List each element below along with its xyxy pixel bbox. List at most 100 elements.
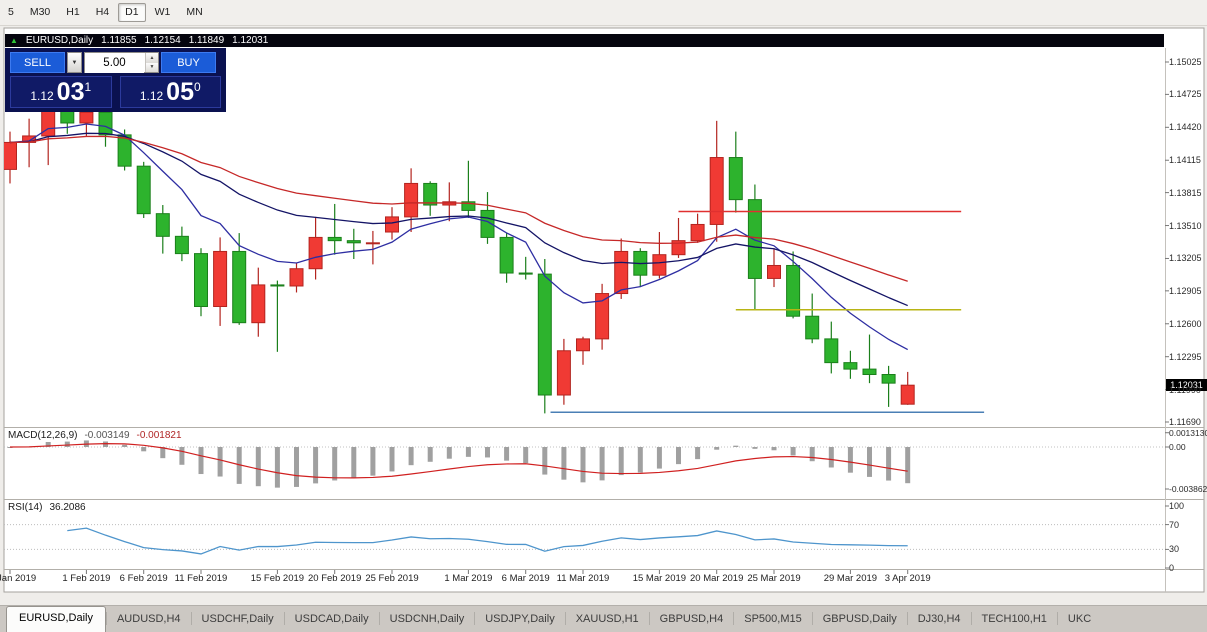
timeframe-toolbar: 5 M30 H1 H4 D1 W1 MN: [0, 0, 1207, 26]
hlines-layer: [550, 210, 985, 414]
one-click-trading-panel: SELL ▼ ▲ ▼ BUY 1.12 03 1 1.12 05: [5, 48, 226, 112]
axis-ticks: [9, 61, 1169, 574]
rsi-axis-label: 30: [1169, 544, 1180, 555]
volume-input[interactable]: [85, 53, 144, 73]
time-axis-label: 1 Mar 2019: [444, 573, 493, 584]
time-axis-label: 6 Feb 2019: [119, 573, 168, 584]
rsi-axis-label: 0: [1169, 563, 1175, 573]
trade-controls-row: SELL ▼ ▲ ▼ BUY: [10, 52, 216, 73]
timeframe-button-mn[interactable]: MN: [186, 6, 203, 19]
up-arrow-icon: ▲: [10, 35, 18, 45]
buy-button[interactable]: BUY: [161, 52, 216, 73]
time-axis-label: 6 Mar 2019: [501, 573, 550, 584]
macd-axis-label: 0.0013130: [1169, 427, 1207, 438]
time-axis-label: 20 Mar 2019: [690, 573, 744, 584]
chevron-down-icon: ▼: [71, 59, 78, 66]
moving-averages-layer: [9, 123, 909, 351]
macd-axis-label: 0.00: [1169, 442, 1186, 452]
timeframe-button-d1[interactable]: D1: [118, 3, 146, 22]
volume-spinner: ▲ ▼: [145, 53, 158, 72]
chart-tab-usdchf-daily[interactable]: USDCHF,Daily: [201, 613, 274, 625]
macd-axis-label: -0.0038620: [1169, 483, 1207, 494]
tab-separator: [190, 612, 192, 625]
tab-separator: [564, 612, 566, 625]
chart-tab-usdcad-daily[interactable]: USDCAD,Daily: [294, 613, 369, 625]
current-price-badge: 1.12031: [1166, 379, 1207, 392]
price-axis-label: 1.14115: [1169, 155, 1201, 166]
time-axis-label: 15 Mar 2019: [632, 573, 687, 584]
time-axis-label: 15 Feb 2019: [250, 573, 305, 584]
price-axis-label: 1.12295: [1169, 351, 1202, 362]
ohlc-low: 1.11849: [188, 35, 225, 46]
chart-tab-tech100-h1[interactable]: TECH100,H1: [981, 613, 1047, 625]
time-axis-label: 25 Mar 2019: [747, 573, 801, 584]
chart-tab-eurusd-daily[interactable]: EURUSD,Daily: [6, 606, 106, 632]
ask-prefix: 1.12: [139, 88, 164, 103]
time-axis-label: 1 Feb 2019: [62, 573, 111, 584]
macd-panel-header: MACD(12,26,9) -0.003149 -0.001821: [8, 430, 182, 441]
sell-button[interactable]: SELL: [10, 52, 65, 73]
time-axis-label: 11 Feb 2019: [174, 573, 228, 584]
tab-separator: [1056, 612, 1058, 625]
macd-title: MACD(12,26,9): [8, 430, 78, 441]
chart-tab-usdjpy-daily[interactable]: USDJPY,Daily: [485, 613, 555, 625]
time-axis-label: 11 Mar 2019: [556, 573, 610, 584]
ohlc-open: 1.11855: [101, 35, 137, 46]
timeframe-button-h1[interactable]: H1: [66, 6, 80, 19]
price-axis-label: 1.13815: [1169, 187, 1202, 198]
ask-pip-sup: 0: [193, 80, 201, 94]
tab-separator: [378, 612, 380, 625]
timeframe-button-m30[interactable]: M30: [29, 6, 51, 19]
bid-ask-row: 1.12 03 1 1.12 05 0: [10, 76, 221, 108]
tab-separator: [970, 612, 972, 625]
chart-tabs-bar: EURUSD,Daily AUDUSD,H4 USDCHF,Daily USDCAD,…: [0, 605, 1207, 632]
volume-field-wrap: ▲ ▼: [84, 52, 159, 73]
chart-tab-gbpusd-h4[interactable]: GBPUSD,H4: [659, 613, 724, 625]
time-axis-label: 28 Jan 2019: [0, 573, 37, 584]
rsi-value: 36.2086: [49, 502, 86, 513]
spinner-down-icon[interactable]: ▼: [146, 62, 158, 72]
price-axis-label: 1.14725: [1169, 89, 1202, 100]
spinner-up-icon[interactable]: ▲: [146, 53, 158, 63]
time-axis-label: 29 Mar 2019: [823, 573, 878, 584]
timeframe-button-w1[interactable]: W1: [154, 6, 171, 19]
price-axis-label: 1.14420: [1169, 122, 1202, 133]
time-axis-label: 3 Apr 2019: [884, 573, 931, 584]
volume-dropdown-button[interactable]: ▼: [67, 52, 82, 73]
ask-price-display: 1.12 05 0: [119, 76, 221, 108]
tab-separator: [733, 612, 735, 625]
chart-tab-ukc[interactable]: UKC: [1067, 613, 1092, 625]
rsi-axis-label: 100: [1169, 501, 1185, 511]
tab-separator: [105, 612, 107, 625]
macd-layer: [4, 440, 1165, 488]
timeframe-button-h4[interactable]: H4: [95, 6, 110, 19]
rsi-title: RSI(14): [8, 502, 43, 513]
ask-big-digits: 05: [166, 77, 194, 106]
tab-separator: [906, 612, 908, 625]
price-axis-label: 1.15025: [1169, 57, 1202, 67]
timeframe-button-5[interactable]: 5: [8, 6, 14, 19]
price-axis-label: 1.11690: [1169, 416, 1201, 427]
chart-tab-dj30-h4[interactable]: DJ30,H4: [917, 613, 961, 625]
ohlc-high: 1.12154: [144, 35, 181, 46]
price-axis-label: 1.12905: [1169, 285, 1202, 296]
chart-tab-audusd-h4[interactable]: AUDUSD,H4: [116, 613, 181, 625]
chart-ohlc-header: ▲ EURUSD,Daily 1.11855 1.12154 1.11849 1…: [5, 34, 1164, 47]
panel-dividers: [4, 48, 1204, 592]
rsi-axis-label: 70: [1169, 519, 1180, 530]
chart-tab-gbpusd-daily[interactable]: GBPUSD,Daily: [822, 613, 897, 625]
rsi-layer: [4, 524, 1165, 555]
tab-separator: [811, 612, 813, 625]
chart-tab-sp500-m15[interactable]: SP500,M15: [744, 613, 802, 625]
tab-separator: [283, 612, 285, 625]
chart-tab-usdcnh-daily[interactable]: USDCNH,Daily: [389, 613, 465, 625]
time-axis-label: 25 Feb 2019: [365, 573, 419, 584]
tab-separator: [648, 612, 650, 625]
bid-price-display: 1.12 03 1: [10, 76, 112, 108]
ohlc-close: 1.12031: [232, 35, 269, 46]
chart-symbol-label: EURUSD,Daily: [25, 35, 94, 46]
chart-tab-xauusd-h1[interactable]: XAUUSD,H1: [575, 613, 639, 625]
price-axis-label: 1.11990: [1169, 384, 1201, 395]
